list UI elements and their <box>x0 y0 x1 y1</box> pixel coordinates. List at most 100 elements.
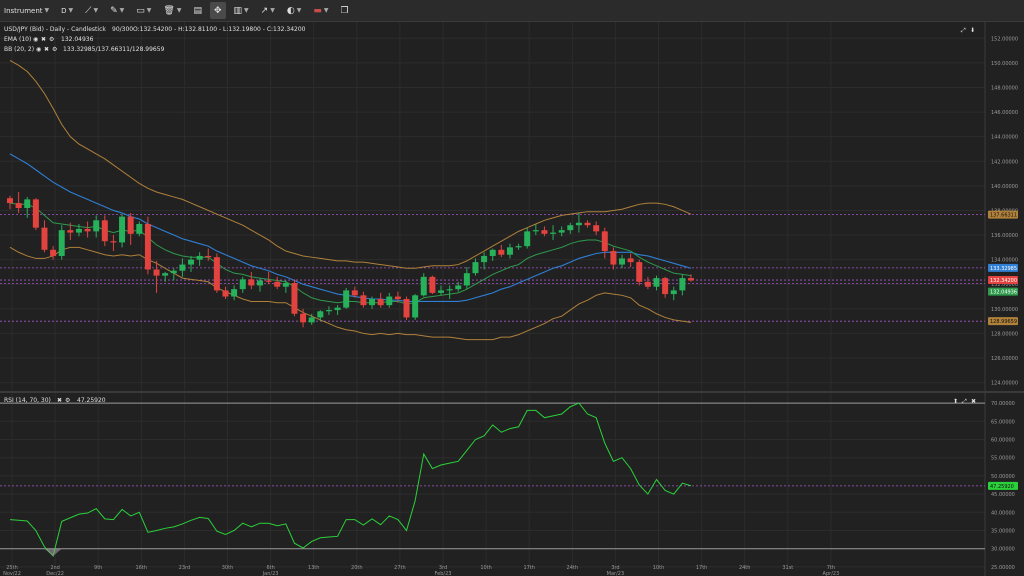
time-tick-label: 25th <box>6 565 18 571</box>
instrument-dropdown[interactable]: Instrument ▼ <box>0 2 53 19</box>
rsi-pane <box>0 402 985 557</box>
candle-body <box>84 228 91 232</box>
detach-button[interactable]: ❐ <box>336 2 352 19</box>
close-icon[interactable]: ✖ <box>41 36 46 43</box>
gear-icon[interactable]: ⚙ <box>52 46 57 53</box>
candle-body <box>110 241 117 243</box>
pencil-icon: ✎ <box>110 5 118 16</box>
crosshair-button[interactable]: ✥ <box>209 2 226 19</box>
candle-body <box>222 290 229 297</box>
expand-icon[interactable]: ⤢ <box>962 398 967 405</box>
theme-button[interactable]: ◐ ▼ <box>283 2 305 19</box>
gear-icon[interactable]: ⚙ <box>49 36 54 43</box>
rsi-oversold-fill <box>44 548 62 556</box>
chart-area[interactable]: 152.00000 150.00000 148.00000 146.00000 144.… <box>0 22 1024 576</box>
candle-body <box>41 227 48 250</box>
main-legend: USD/JPY (Bid) - Daily - Candlestick 90/3… <box>4 26 306 53</box>
chevron-down-icon: ▼ <box>296 7 302 14</box>
ema-legend-value: 132.04936 <box>61 36 94 43</box>
rsi-tick-label: 40.00000 <box>991 510 1015 516</box>
candle-body <box>196 255 203 260</box>
arrow-up-icon[interactable]: ⬆ <box>953 398 958 405</box>
price-tick-label: 142.00000 <box>991 159 1018 165</box>
time-tick-label: 13th <box>308 565 320 571</box>
timeframe-dropdown[interactable]: D ▼ <box>57 2 77 19</box>
gear-icon[interactable]: ⚙ <box>65 397 70 404</box>
close-icon[interactable]: ✖ <box>57 397 62 404</box>
expand-icon[interactable]: ⤢ <box>961 27 966 34</box>
price-tick-label: 140.00000 <box>991 184 1018 190</box>
time-tick-label: 17th <box>523 565 535 571</box>
indicators-button[interactable]: ↗ ▼ <box>257 2 279 19</box>
candle-body <box>170 270 177 274</box>
close-icon[interactable]: ✖ <box>971 398 976 405</box>
timeframe-label: D <box>61 6 67 15</box>
candle-body <box>429 276 436 293</box>
rsi-axis[interactable]: 70.00000 65.00000 60.00000 55.00000 50.00000… <box>991 401 1015 571</box>
candle-body <box>300 313 307 323</box>
candle-body <box>32 199 39 228</box>
bb-lower-tag-bg <box>988 317 1018 326</box>
time-tick-label: 9th <box>94 565 102 571</box>
time-tick-month: Dec/22 <box>46 571 64 576</box>
price-tick-label: 150.00000 <box>991 61 1018 67</box>
rsi-tick-label: 50.00000 <box>991 474 1015 480</box>
shape-tools-button[interactable]: ▭ ▼ <box>132 2 155 19</box>
candle-body <box>489 249 496 256</box>
candle-body <box>679 278 686 291</box>
chevron-down-icon: ▼ <box>244 7 249 14</box>
window-icon: ❐ <box>340 5 349 16</box>
rsi-tick-label: 55.00000 <box>991 456 1015 462</box>
legend-title: USD/JPY (Bid) - Daily - Candlestick <box>4 26 106 33</box>
chart-type-button[interactable]: ▥ ▼ <box>230 2 253 19</box>
language-button[interactable]: ▬ ▼ <box>309 2 332 19</box>
price-tick-label: 134.00000 <box>991 258 1018 264</box>
candle-body <box>256 280 263 286</box>
candle-body <box>532 230 539 232</box>
chevron-down-icon: ▼ <box>119 7 125 14</box>
rsi-current-tag: 47.25920 <box>990 484 1014 490</box>
price-tick-label: 152.00000 <box>991 36 1018 42</box>
price-tick-label: 148.00000 <box>991 85 1018 91</box>
close-icon[interactable]: ✖ <box>44 46 49 53</box>
candle-body <box>325 310 332 312</box>
candle-body <box>24 199 31 208</box>
chart-background <box>0 22 1024 576</box>
eye-icon[interactable]: ◉ <box>33 36 38 43</box>
time-tick-label: 31st <box>782 565 793 571</box>
candle-body <box>162 273 169 276</box>
price-tick-label: 146.00000 <box>991 110 1018 116</box>
candle-body <box>403 299 410 318</box>
price-tick-label: 124.00000 <box>991 381 1018 387</box>
candle-body <box>610 251 617 265</box>
candle-body <box>446 289 453 291</box>
layout-button[interactable]: ▤ <box>189 2 206 19</box>
candle-body <box>75 228 82 233</box>
time-tick-label: 24th <box>739 565 751 571</box>
candle-body <box>455 285 462 290</box>
bb-legend-label: BB (20, 2) <box>4 46 34 53</box>
bb-lower-tag: 128.99659 <box>990 319 1017 325</box>
candle-body <box>575 222 582 226</box>
arrow-down-icon[interactable]: ⬇ <box>970 27 975 34</box>
pane-controls: ⤢ ⬇ ⬆ ⤢ ✖ <box>953 27 976 405</box>
candle-body <box>550 232 557 234</box>
pen-tools-button[interactable]: ✎ ▼ <box>106 2 128 19</box>
candle-body <box>636 262 643 282</box>
candle-body <box>15 203 22 208</box>
delete-drawings-button[interactable]: 🗑 ▼ <box>159 2 185 19</box>
chevron-down-icon: ▼ <box>68 7 74 14</box>
candle-body <box>239 279 246 290</box>
eye-icon[interactable]: ◉ <box>36 46 41 53</box>
candle-body <box>231 289 238 297</box>
drawing-tools-button[interactable]: ⟋ ▼ <box>81 2 102 19</box>
candle-body <box>58 230 65 256</box>
time-tick-label: 3rd <box>439 565 447 571</box>
candle-body <box>205 255 212 258</box>
candle-body <box>619 258 626 265</box>
price-tick-label: 128.00000 <box>991 331 1018 337</box>
candle-body <box>420 276 427 296</box>
legend-ohlc: O:132.54200 - H:132.81100 - L:132.19800 … <box>133 26 306 33</box>
price-tags: 137.66311 133.32985 132.34200 132.04936 128.… <box>988 210 1018 490</box>
